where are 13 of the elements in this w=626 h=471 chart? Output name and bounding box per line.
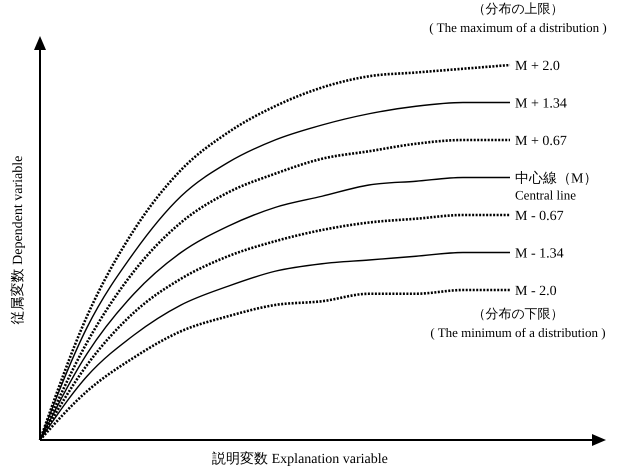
x-axis-title: 説明変数 Explanation variable <box>212 451 388 467</box>
series-label: M - 1.34 <box>515 246 564 262</box>
y-axis-title: 従属変数 Dependent variable <box>10 156 26 324</box>
annotation: ( The minimum of a distribution ) <box>430 325 606 340</box>
series-label: M - 2.0 <box>515 284 557 299</box>
text: （分布の上限） <box>472 1 564 16</box>
series-label: M - 0.67 <box>515 209 564 224</box>
series-label: M + 0.67 <box>515 134 567 149</box>
series-label: M + 1.34 <box>515 96 567 112</box>
series-label: M + 2.0 <box>515 59 560 74</box>
text: ( The maximum of a distribution ) <box>429 20 607 35</box>
annotation: （分布の下限） <box>472 306 564 321</box>
series-label: 中心線（M） Central line <box>515 170 598 202</box>
